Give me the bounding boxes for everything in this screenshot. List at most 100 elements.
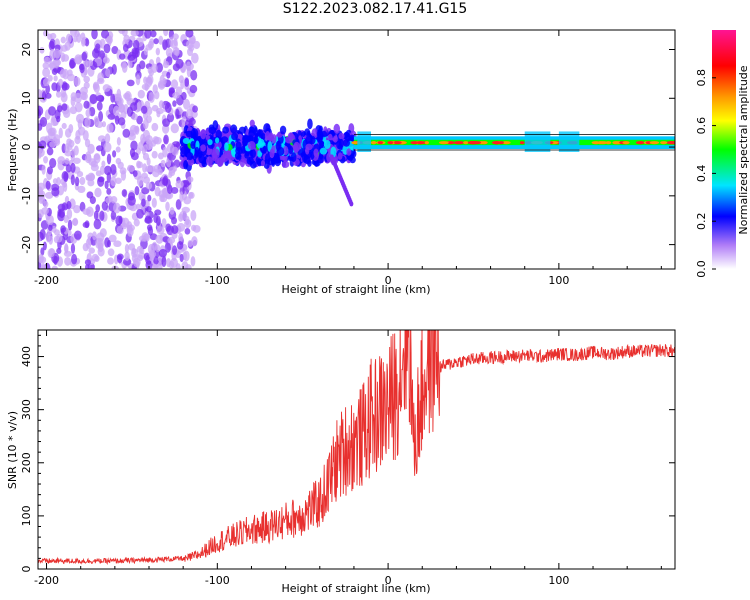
spectrogram-cell	[42, 241, 47, 251]
spectrogram-cell	[133, 218, 140, 227]
tone-bulge	[357, 131, 372, 152]
spectrogram-cell	[116, 226, 123, 234]
spectrogram-cell	[104, 180, 109, 190]
spectrogram-cell	[281, 160, 290, 168]
spectrogram-cell	[75, 113, 85, 124]
spectrogram-cell	[175, 180, 184, 189]
spectrogram-cell	[67, 219, 73, 231]
spectrogram-cell	[84, 38, 90, 47]
spectrogram-cell	[106, 153, 112, 165]
spectrogram-cell	[70, 162, 76, 173]
spectrogram-cell	[194, 146, 200, 157]
spectrogram-cell	[249, 119, 255, 128]
spectrogram-xtick-label: 0	[385, 274, 392, 287]
spectrogram-cell	[153, 38, 159, 45]
spectrogram-cell	[47, 33, 53, 40]
spectrogram-cell	[337, 152, 343, 160]
tone-peak	[622, 141, 630, 145]
spectrogram-cell	[182, 179, 190, 188]
spectrogram-ytick-label: 0	[20, 144, 33, 151]
spectrogram-cell	[262, 145, 268, 154]
spectrogram-cell	[111, 46, 119, 55]
spectrogram-cell	[131, 49, 139, 59]
spectrogram-cell	[179, 210, 188, 221]
spectrogram-cell	[77, 126, 86, 136]
spectrogram-cell	[38, 105, 44, 116]
spectrogram-cell	[256, 150, 263, 158]
spectrogram-cell	[190, 128, 199, 140]
tone-peak	[394, 141, 402, 145]
spectrogram-cell	[42, 77, 50, 87]
spectrogram-cell	[264, 131, 271, 142]
spectrogram-cell	[178, 232, 184, 243]
spectrogram-cell	[52, 59, 62, 67]
spectrogram-cell	[343, 139, 350, 147]
spectrogram-cell	[179, 253, 184, 263]
spectrogram-cell	[129, 124, 138, 136]
spectrogram-cell	[91, 253, 99, 262]
spectrogram-cell	[127, 226, 134, 237]
spectrogram-cell	[81, 51, 88, 61]
spectrogram-cell	[63, 171, 69, 183]
spectrogram-cell	[62, 68, 69, 80]
spectrogram-cell	[133, 257, 141, 268]
spectrogram-cell	[167, 184, 173, 195]
spectrogram-cell	[297, 149, 304, 156]
spectrogram-cell	[107, 248, 115, 257]
spectrogram-cell	[153, 256, 159, 265]
colorbar-tick-label: 0.6	[695, 117, 708, 135]
spectrogram-cell	[338, 132, 345, 140]
spectrogram-cell	[176, 222, 186, 232]
spectrogram-cell	[74, 176, 80, 187]
tone-peak	[491, 141, 501, 145]
spectrogram-cell	[51, 114, 56, 123]
spectrogram-cell	[158, 248, 168, 258]
spectrogram-cell	[165, 201, 170, 212]
spectrogram-cell	[122, 128, 131, 138]
spectrogram-cell	[43, 56, 51, 64]
spectrogram-cell	[162, 39, 168, 51]
spectrogram-cell	[90, 160, 98, 168]
spectrogram-cell	[185, 215, 190, 226]
spectrogram-cell	[63, 215, 69, 224]
spectrogram-cell	[74, 30, 80, 38]
spectrogram-cell	[43, 200, 49, 208]
spectrogram-cell	[46, 122, 53, 134]
spectrogram-cell	[170, 123, 179, 134]
snr-xtick-label: 100	[548, 574, 569, 587]
spectrogram-cell	[58, 127, 63, 139]
spectrogram-cell	[176, 240, 184, 250]
spectrogram-cell	[101, 121, 107, 128]
spectrogram-cell	[170, 79, 179, 90]
spectrogram-cell	[113, 202, 121, 214]
spectrogram-cell	[120, 170, 127, 181]
spectrogram-cell	[183, 250, 190, 262]
spectrogram-cell	[231, 132, 239, 141]
tone-peak	[605, 141, 612, 145]
tone-peak	[519, 141, 525, 145]
spectrogram-cell	[332, 135, 338, 143]
spectrogram-cell	[54, 48, 61, 59]
spectrogram-cell	[318, 140, 325, 148]
spectrogram-cell	[158, 35, 164, 45]
spectrogram-cell	[105, 197, 112, 204]
snr-ytick-label: 100	[20, 505, 33, 526]
spectrogram-cell	[151, 122, 159, 132]
spectrogram-cell	[110, 176, 117, 187]
spectrogram-cell	[97, 242, 104, 253]
spectrogram-cell	[175, 108, 180, 120]
spectrogram-cell	[260, 160, 266, 167]
spectrogram-cell	[116, 96, 124, 107]
spectrogram-cell	[87, 179, 95, 187]
spectrogram-cell	[65, 164, 72, 173]
spectrogram-cell	[38, 140, 47, 150]
spectrogram-cell	[101, 30, 110, 39]
spectrogram-cell	[250, 161, 257, 169]
spectrogram-cell	[166, 143, 175, 154]
spectrogram-cell	[244, 152, 249, 159]
spectrogram-cell	[307, 118, 313, 130]
spectrogram-cell	[51, 225, 57, 233]
spectrogram-cell	[61, 44, 68, 52]
